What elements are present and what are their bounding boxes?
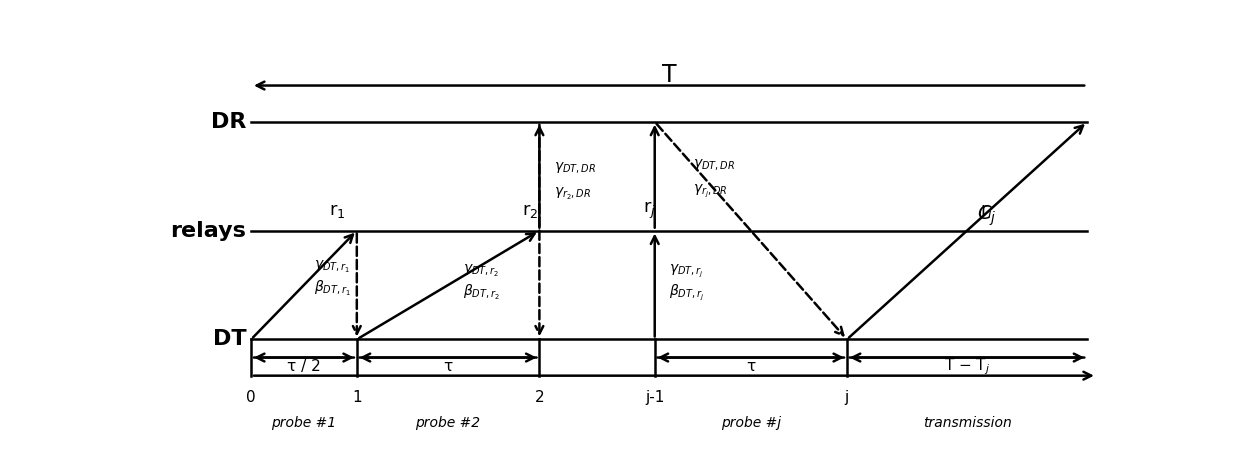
Text: $\gamma_{DT,DR}$: $\gamma_{DT,DR}$ [554,162,595,177]
Text: $\gamma_{DT,r_j}$: $\gamma_{DT,r_j}$ [670,262,703,279]
Text: T − T$_j$: T − T$_j$ [944,356,991,377]
Text: $\gamma_{DT,DR}$: $\gamma_{DT,DR}$ [693,158,735,173]
Text: DR: DR [211,112,247,132]
Text: r$_j$: r$_j$ [644,200,656,221]
Text: $\gamma_{r_j,DR}$: $\gamma_{r_j,DR}$ [693,182,728,199]
Text: 1: 1 [352,390,362,405]
Text: $\beta_{DT,r_1}$: $\beta_{DT,r_1}$ [314,279,351,298]
Text: $\beta_{DT,r_2}$: $\beta_{DT,r_2}$ [463,283,500,302]
Text: $\gamma_{DT,r_1}$: $\gamma_{DT,r_1}$ [314,259,350,275]
Text: 0: 0 [247,390,255,405]
Text: j: j [844,390,849,405]
Text: j-1: j-1 [645,390,665,405]
Text: probe #1: probe #1 [272,416,336,430]
Text: $\gamma_{r_2,DR}$: $\gamma_{r_2,DR}$ [554,187,591,203]
Text: probe #j: probe #j [720,416,781,430]
Text: τ / 2: τ / 2 [288,359,321,374]
Text: transmission: transmission [923,416,1012,430]
Text: T: T [662,63,677,87]
Text: τ: τ [444,359,453,374]
Text: DT: DT [213,329,247,349]
Text: r$_1$: r$_1$ [330,202,346,219]
Text: probe #2: probe #2 [415,416,481,430]
Text: relays: relays [170,220,247,241]
Text: r$_2$: r$_2$ [522,202,538,219]
Text: $\beta_{DT,r_j}$: $\beta_{DT,r_j}$ [670,283,704,302]
Text: 2: 2 [534,390,544,405]
Text: r$_i$: r$_i$ [980,202,993,219]
Text: τ: τ [746,359,755,374]
Text: $C_j$: $C_j$ [977,204,996,228]
Text: $\gamma_{DT,r_2}$: $\gamma_{DT,r_2}$ [463,262,498,278]
